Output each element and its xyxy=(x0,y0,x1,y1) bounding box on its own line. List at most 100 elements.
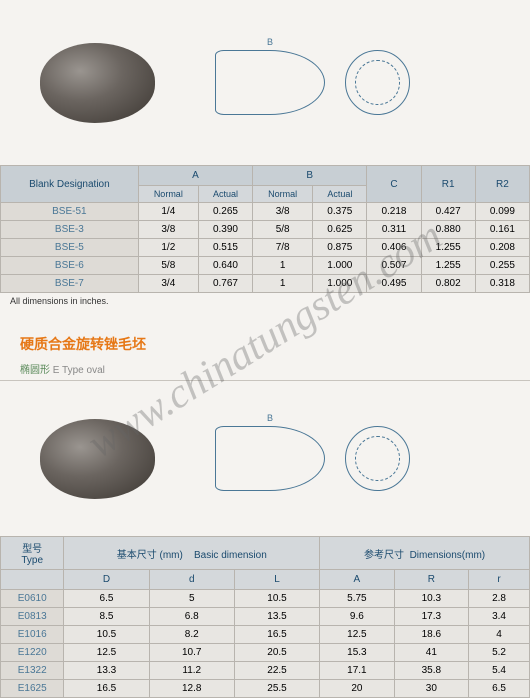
cell-r1: 0.802 xyxy=(421,275,475,293)
th-L: L xyxy=(234,570,319,590)
front-circle-outline-2 xyxy=(345,426,410,491)
cell-L: 25.5 xyxy=(234,680,319,698)
th-R: R xyxy=(394,570,468,590)
cell-R: 18.6 xyxy=(394,626,468,644)
cell-A: 17.1 xyxy=(320,662,394,680)
cell-d: 6.8 xyxy=(149,608,234,626)
cell-c: 0.218 xyxy=(367,203,421,221)
cell-r1: 1.255 xyxy=(421,239,475,257)
cell-ba: 0.375 xyxy=(313,203,367,221)
cell-ba: 1.000 xyxy=(313,275,367,293)
cell-d: 11.2 xyxy=(149,662,234,680)
technical-drawing-top xyxy=(215,50,410,115)
table-row: E132213.311.222.517.135.85.4 xyxy=(1,662,530,680)
cell-r2: 0.208 xyxy=(475,239,529,257)
th-b: B xyxy=(253,166,367,186)
cell-an: 1/2 xyxy=(138,239,198,257)
technical-drawing-bottom xyxy=(215,426,410,491)
cell-L: 22.5 xyxy=(234,662,319,680)
table-row: E08138.56.813.59.617.33.4 xyxy=(1,608,530,626)
cell-r2: 0.318 xyxy=(475,275,529,293)
cell-name: BSE-7 xyxy=(1,275,139,293)
th-A: A xyxy=(320,570,394,590)
cell-aa: 0.515 xyxy=(198,239,252,257)
cell-d: 10.7 xyxy=(149,644,234,662)
cell-r1: 1.255 xyxy=(421,257,475,275)
cell-an: 5/8 xyxy=(138,257,198,275)
th-empty xyxy=(1,570,64,590)
table-bse-dimensions: Blank Designation A B C R1 R2 Normal Act… xyxy=(0,165,530,293)
section-title-cn: 硬质合金旋转锉毛坯 xyxy=(0,309,530,361)
cell-ba: 0.875 xyxy=(313,239,367,257)
cell-r: 5.4 xyxy=(469,662,530,680)
table-row: BSE-65/80.64011.0000.5071.2550.255 xyxy=(1,257,530,275)
cell-R: 30 xyxy=(394,680,468,698)
table-row: BSE-73/40.76711.0000.4950.8020.318 xyxy=(1,275,530,293)
cell-name: E0610 xyxy=(1,590,64,608)
cell-D: 6.5 xyxy=(64,590,149,608)
cell-ba: 0.625 xyxy=(313,221,367,239)
cell-name: BSE-3 xyxy=(1,221,139,239)
th-b-actual: Actual xyxy=(313,186,367,203)
table-row: E101610.58.216.512.518.64 xyxy=(1,626,530,644)
side-profile-outline xyxy=(215,50,325,115)
cell-name: BSE-51 xyxy=(1,203,139,221)
cell-L: 16.5 xyxy=(234,626,319,644)
cell-r: 2.8 xyxy=(469,590,530,608)
diagram-section-bottom xyxy=(0,381,530,536)
th-a: A xyxy=(138,166,252,186)
th-a-normal: Normal xyxy=(138,186,198,203)
table-row: E06106.5510.55.7510.32.8 xyxy=(1,590,530,608)
cell-L: 10.5 xyxy=(234,590,319,608)
cell-bn: 3/8 xyxy=(253,203,313,221)
cell-r: 3.4 xyxy=(469,608,530,626)
th-D: D xyxy=(64,570,149,590)
cell-D: 12.5 xyxy=(64,644,149,662)
oval-3d-render-2 xyxy=(40,419,155,499)
cell-r2: 0.099 xyxy=(475,203,529,221)
front-circle-outline xyxy=(345,50,410,115)
th-basic: 基本尺寸 (mm) Basic dimension xyxy=(64,537,320,570)
cell-ba: 1.000 xyxy=(313,257,367,275)
oval-3d-render xyxy=(40,43,155,123)
cell-R: 10.3 xyxy=(394,590,468,608)
cell-d: 5 xyxy=(149,590,234,608)
th-c: C xyxy=(367,166,421,203)
cell-A: 15.3 xyxy=(320,644,394,662)
cell-R: 35.8 xyxy=(394,662,468,680)
cell-bn: 1 xyxy=(253,257,313,275)
section-subtitle: 椭圆形 E Type oval xyxy=(0,361,530,381)
cell-A: 12.5 xyxy=(320,626,394,644)
cell-bn: 5/8 xyxy=(253,221,313,239)
th-r2: R2 xyxy=(475,166,529,203)
cell-r2: 0.255 xyxy=(475,257,529,275)
cell-c: 0.406 xyxy=(367,239,421,257)
cell-c: 0.507 xyxy=(367,257,421,275)
th-ref: 参考尺寸 Dimensions(mm) xyxy=(320,537,530,570)
cell-name: E0813 xyxy=(1,608,64,626)
cell-aa: 0.265 xyxy=(198,203,252,221)
cell-c: 0.311 xyxy=(367,221,421,239)
cell-d: 12.8 xyxy=(149,680,234,698)
cell-r2: 0.161 xyxy=(475,221,529,239)
cell-name: BSE-6 xyxy=(1,257,139,275)
table-row: E122012.510.720.515.3415.2 xyxy=(1,644,530,662)
th-b-normal: Normal xyxy=(253,186,313,203)
th-a-actual: Actual xyxy=(198,186,252,203)
th-type: 型号 Type xyxy=(1,537,64,570)
cell-D: 10.5 xyxy=(64,626,149,644)
th-r1: R1 xyxy=(421,166,475,203)
subtitle-en: E Type oval xyxy=(53,365,105,376)
cell-name: E1016 xyxy=(1,626,64,644)
cell-name: BSE-5 xyxy=(1,239,139,257)
diagram-section-top xyxy=(0,0,530,165)
subtitle-cn: 椭圆形 xyxy=(20,365,50,376)
cell-aa: 0.767 xyxy=(198,275,252,293)
th-r: r xyxy=(469,570,530,590)
cell-an: 3/4 xyxy=(138,275,198,293)
cell-aa: 0.640 xyxy=(198,257,252,275)
cell-bn: 1 xyxy=(253,275,313,293)
cell-name: E1220 xyxy=(1,644,64,662)
cell-aa: 0.390 xyxy=(198,221,252,239)
cell-R: 41 xyxy=(394,644,468,662)
